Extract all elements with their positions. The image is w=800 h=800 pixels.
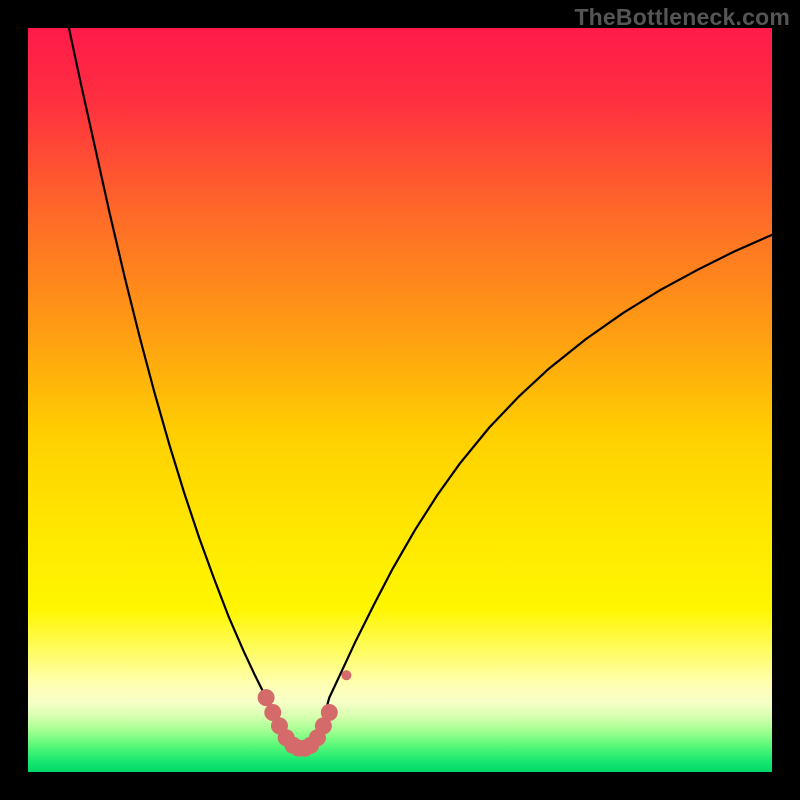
- plot-background: [28, 28, 772, 772]
- chart-svg: [0, 0, 800, 800]
- chart-frame: TheBottleneck.com: [0, 0, 800, 800]
- highlight-marker: [341, 670, 351, 680]
- highlight-marker: [321, 704, 338, 721]
- highlight-marker: [258, 689, 275, 706]
